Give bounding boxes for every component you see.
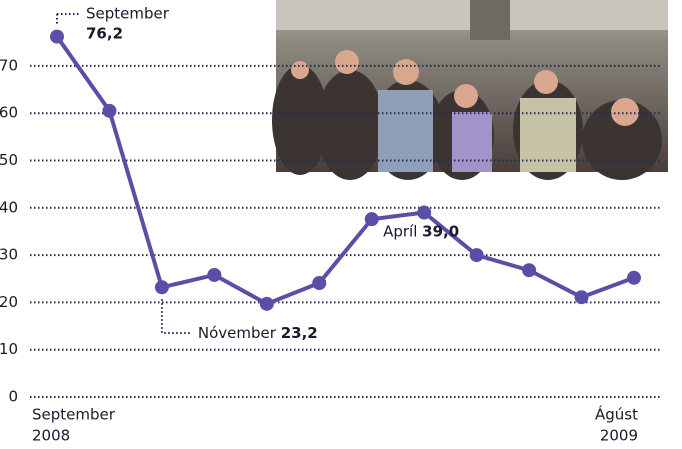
y-tick-label: 60 [0,104,18,122]
point [522,263,537,278]
annotation-value: 23,2 [281,324,318,342]
leader [160,299,192,334]
photo [272,0,668,180]
x-tick-label: Ágúst [595,405,638,424]
annotation-label: Apríl 39,0 [383,222,459,240]
y-tick-label: 70 [0,56,18,74]
point [364,212,379,227]
annotation-label: Apríl [383,222,417,240]
y-tick-label: 30 [0,246,18,264]
y-tick-label: 50 [0,151,18,169]
point [154,280,169,295]
y-tick-label: 10 [0,340,18,358]
point [102,103,117,118]
point [207,267,222,282]
annotation-label: Nóvember [198,324,277,342]
y-tick-label: 40 [0,198,18,216]
point [50,29,64,44]
annotation-label: Nóvember 23,2 [198,324,318,342]
x-tick-label: 2008 [32,427,70,445]
annotation-label: September [86,5,170,23]
annotation-value: 39,0 [422,222,459,240]
line [55,35,635,306]
y-tick-label: 20 [0,293,18,311]
y-tick-label: 0 [8,388,18,406]
point [312,276,327,291]
point [627,270,641,285]
point [417,205,432,220]
x-tick-label: September [32,406,116,424]
point [259,296,274,311]
point [469,248,484,263]
point [574,290,589,305]
annotation-value: 76,2 [86,25,123,43]
x-tick-label: 2009 [600,427,638,445]
